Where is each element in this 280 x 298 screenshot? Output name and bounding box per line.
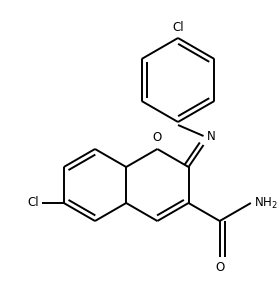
Text: O: O [153,131,162,144]
Text: O: O [215,261,224,274]
Text: Cl: Cl [172,21,184,34]
Text: Cl: Cl [28,196,39,209]
Text: N: N [207,130,215,143]
Text: NH$_2$: NH$_2$ [254,195,278,211]
